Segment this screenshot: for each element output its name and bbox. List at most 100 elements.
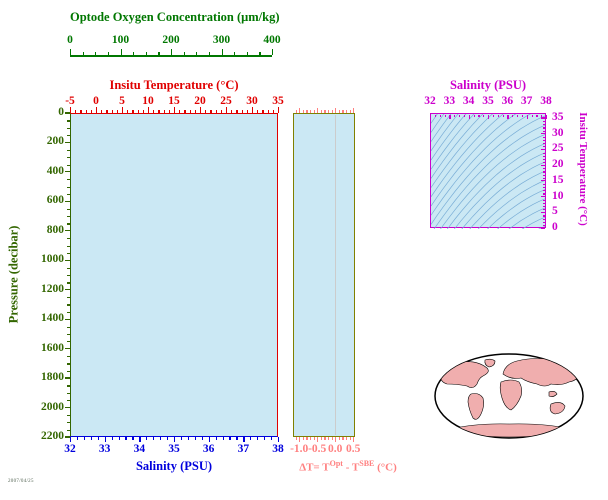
tick-mark xyxy=(342,437,344,440)
tick-mark xyxy=(67,392,70,394)
tick-mark xyxy=(83,437,86,440)
tick-mark xyxy=(327,437,330,440)
tick-mark xyxy=(313,437,315,440)
tick-mark xyxy=(542,206,545,208)
continent-greenland xyxy=(484,358,496,368)
tick-mark xyxy=(463,114,466,117)
temperature-tick-label: 15 xyxy=(168,95,180,107)
tick-mark xyxy=(67,370,70,372)
ts-diagram-area xyxy=(430,113,546,229)
tick-mark xyxy=(194,437,196,440)
pressure-axis-title: Pressure (decibar) xyxy=(6,225,21,324)
isopycnal-line xyxy=(431,114,475,170)
tick-mark xyxy=(459,114,461,117)
tick-mark xyxy=(540,148,545,151)
tick-mark xyxy=(85,109,87,113)
tick-mark xyxy=(67,422,70,424)
continent-australia xyxy=(549,402,566,415)
tick-mark xyxy=(67,164,70,166)
ts-temperature-tick-label: 10 xyxy=(552,189,564,202)
tick-mark xyxy=(331,110,333,113)
pressure-tick-label: 0 xyxy=(58,106,64,118)
tick-mark xyxy=(492,114,495,117)
tick-mark xyxy=(542,127,545,129)
salinity-tick-label: 35 xyxy=(168,443,180,455)
tick-mark xyxy=(542,187,545,189)
tick-mark xyxy=(158,109,160,113)
tick-mark xyxy=(243,437,245,442)
tick-mark xyxy=(542,224,545,227)
tick-mark xyxy=(67,179,70,181)
tick-mark xyxy=(272,49,274,55)
isopycnal-line xyxy=(431,114,459,151)
tick-mark xyxy=(65,406,70,409)
tick-mark xyxy=(349,110,351,113)
tick-mark xyxy=(104,437,106,442)
pressure-tick-label: 800 xyxy=(46,223,64,236)
tick-mark xyxy=(449,114,451,119)
oxygen-axis-title: Optode Oxygen Concentration (μm/kg) xyxy=(70,10,280,24)
tick-mark xyxy=(200,107,202,113)
delta-t-plot-area xyxy=(293,113,355,437)
tick-mark xyxy=(101,109,103,113)
tick-mark xyxy=(468,114,470,119)
tick-mark xyxy=(111,109,113,113)
tick-mark xyxy=(67,297,70,299)
ts-salinity-tick-label: 38 xyxy=(540,95,552,107)
tick-mark xyxy=(153,437,155,440)
tick-mark xyxy=(542,143,545,145)
tick-mark xyxy=(153,109,155,113)
ts-salinity-tick-label: 35 xyxy=(482,95,494,107)
tick-mark xyxy=(65,230,70,232)
tick-mark xyxy=(473,114,475,117)
tick-mark xyxy=(267,109,269,113)
continent-southeast-asia xyxy=(548,391,558,397)
isopycnal-line xyxy=(440,134,546,229)
isopycnal-contours xyxy=(431,114,546,229)
tick-mark xyxy=(70,437,72,442)
ts-salinity-axis-title: Salinity (PSU) xyxy=(449,78,527,92)
tick-mark xyxy=(221,49,223,55)
tick-mark xyxy=(67,429,70,431)
tick-mark xyxy=(454,114,456,117)
isopycnal-line xyxy=(433,124,546,229)
tick-mark xyxy=(65,289,70,291)
tick-mark xyxy=(97,437,99,440)
oxygen-tick-label: 0 xyxy=(67,34,73,46)
tick-mark xyxy=(306,110,308,113)
tick-mark xyxy=(95,51,97,55)
temperature-tick-label: 30 xyxy=(246,95,258,107)
zero-reference-line xyxy=(335,115,337,435)
continent-africa xyxy=(499,379,522,411)
oxygen-tick-label: 100 xyxy=(111,34,130,46)
tick-mark xyxy=(306,437,308,440)
tick-mark xyxy=(331,437,333,440)
ts-temperature-tick-label: 20 xyxy=(552,158,564,171)
isopycnal-line xyxy=(453,152,546,229)
tick-mark xyxy=(67,135,70,137)
tick-mark xyxy=(67,208,70,210)
isopycnal-line xyxy=(508,207,546,229)
tick-mark xyxy=(168,109,170,113)
ts-salinity-tick-label: 37 xyxy=(520,95,533,107)
tick-mark xyxy=(174,437,176,442)
tick-mark xyxy=(67,223,70,225)
tick-mark xyxy=(483,114,485,117)
isopycnal-line xyxy=(431,114,467,161)
tick-mark xyxy=(82,51,84,55)
tick-mark xyxy=(542,140,545,142)
pressure-tick-label: 1200 xyxy=(41,282,64,295)
ts-temperature-tick-label: 15 xyxy=(552,173,564,186)
oxygen-tick-label: 300 xyxy=(212,34,231,46)
tick-mark xyxy=(122,107,124,113)
tick-mark xyxy=(541,114,543,117)
tick-mark xyxy=(259,51,261,55)
tick-mark xyxy=(526,114,528,119)
tick-mark xyxy=(542,136,545,139)
tick-mark xyxy=(540,211,545,213)
tick-mark xyxy=(542,193,545,195)
tick-mark xyxy=(120,49,122,55)
tick-mark xyxy=(80,109,82,113)
isopycnal-line xyxy=(521,216,546,229)
ts-temperature-tick-label: 0 xyxy=(552,221,558,233)
